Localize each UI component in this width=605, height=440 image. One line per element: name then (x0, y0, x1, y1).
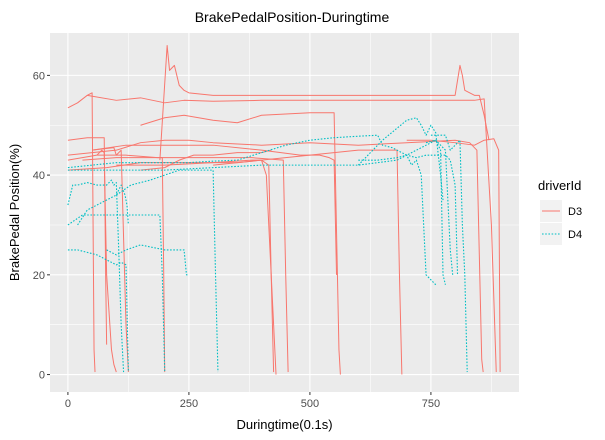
legend-title: driverId (538, 178, 581, 193)
series-line-d4 (115, 169, 219, 373)
series-line-d3 (159, 44, 490, 161)
legend-key-background (540, 223, 562, 245)
series-line-d3 (92, 144, 338, 275)
series-line-d4 (67, 214, 166, 373)
series-line-d3 (82, 157, 289, 373)
series-line-d3 (67, 139, 484, 373)
y-tick-label: 60 (33, 70, 45, 82)
series-layer (67, 44, 501, 375)
x-tick-label: 250 (180, 398, 198, 410)
series-line-d4 (430, 134, 468, 373)
series-line-d4 (67, 134, 446, 285)
chart-title: BrakePedalPosition-Duringtime (195, 9, 390, 25)
series-line-d3 (213, 149, 403, 375)
series-line-d4 (358, 154, 459, 275)
x-tick-label: 0 (65, 398, 71, 410)
series-line-d3 (87, 94, 497, 373)
series-line-d4 (425, 139, 454, 275)
legend-label-d3: D3 (568, 206, 582, 218)
series-line-d3 (67, 137, 108, 345)
x-tick-label: 750 (422, 398, 440, 410)
series-line-d4 (67, 249, 129, 373)
series-line-d3 (140, 149, 272, 171)
series-line-d4 (106, 244, 189, 276)
series-line-d4 (357, 117, 444, 201)
series-line-d3 (92, 147, 129, 373)
series-line-d4 (67, 154, 437, 286)
x-axis-title: Duringtime(0.1s) (236, 417, 332, 432)
legend-entries: D3 D4 (540, 200, 582, 245)
series-line-d3 (116, 159, 277, 375)
x-axis: 0 250 500 750 (65, 392, 440, 410)
series-line-d3 (67, 92, 96, 373)
y-tick-label: 0 (39, 370, 45, 382)
series-line-d3 (140, 112, 341, 375)
y-tick-label: 20 (33, 270, 45, 282)
legend-label-d4: D4 (568, 229, 582, 241)
x-tick-label: 500 (301, 398, 319, 410)
y-axis-title: BrakePedal Position(%) (7, 144, 22, 281)
series-line-d3 (96, 149, 117, 373)
legend: driverId D3 D4 (538, 178, 582, 245)
y-axis: 0 20 40 60 (33, 70, 50, 382)
y-tick-label: 40 (33, 170, 45, 182)
series-line-d4 (67, 179, 125, 373)
